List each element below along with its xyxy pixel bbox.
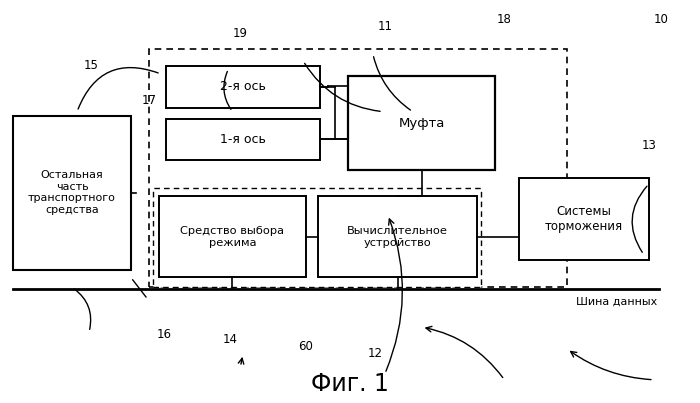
Bar — [153, 188, 482, 287]
Text: 18: 18 — [497, 13, 512, 26]
Text: 60: 60 — [298, 341, 313, 353]
Bar — [348, 76, 496, 170]
Text: Шина данных: Шина данных — [575, 296, 657, 306]
Text: 14: 14 — [223, 332, 238, 345]
Bar — [159, 196, 306, 278]
Text: Остальная
часть
транспортного
средства: Остальная часть транспортного средства — [28, 170, 116, 215]
Bar — [13, 116, 131, 270]
Text: Средство выбора
режима: Средство выбора режима — [181, 226, 284, 247]
Text: 11: 11 — [377, 20, 393, 33]
Bar — [166, 66, 320, 108]
Bar — [318, 196, 477, 278]
Text: 16: 16 — [156, 328, 172, 341]
Text: Фиг. 1: Фиг. 1 — [311, 372, 389, 396]
Text: Вычислительное
устройство: Вычислительное устройство — [347, 226, 448, 247]
Text: 13: 13 — [641, 139, 656, 152]
Bar — [149, 49, 567, 287]
Text: 1-я ось: 1-я ось — [220, 133, 266, 146]
Bar — [166, 118, 320, 160]
Text: 12: 12 — [368, 347, 382, 360]
Bar — [519, 178, 649, 260]
Text: 19: 19 — [233, 27, 248, 39]
Text: 10: 10 — [654, 13, 668, 26]
Text: Системы
торможения: Системы торможения — [545, 205, 623, 233]
Text: 15: 15 — [83, 59, 99, 73]
Text: 17: 17 — [141, 94, 156, 107]
Text: 2-я ось: 2-я ось — [220, 80, 266, 93]
Text: Муфта: Муфта — [398, 116, 445, 129]
